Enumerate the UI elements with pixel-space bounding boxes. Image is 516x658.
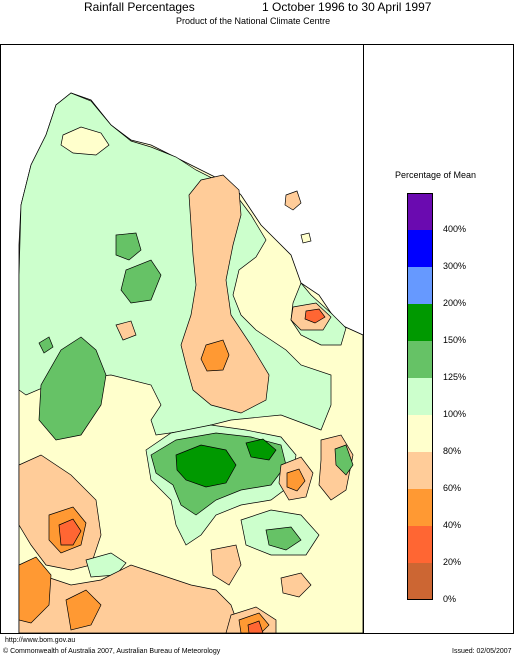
legend-panel: Percentage of Mean 400% 300% 200% 150% 125% 1…: [363, 45, 513, 633]
zone-20-40-south-east: [247, 620, 264, 633]
footer-url[interactable]: http://www.bom.gov.au: [5, 637, 76, 644]
island-tiwi: [60, 126, 110, 156]
legend-swatch: [407, 304, 433, 341]
legend-label: 200%: [443, 298, 467, 308]
zone-40-60-south-b: [210, 544, 242, 586]
legend-label: 20%: [443, 557, 462, 567]
zone-150-200-east: [245, 438, 277, 461]
legend-label: 60%: [443, 483, 462, 493]
legend-label: 100%: [443, 409, 467, 419]
zone-40-60-south-mid: [65, 589, 102, 631]
legend-swatch: [407, 489, 433, 526]
map-title: Rainfall Percentages: [84, 0, 195, 14]
map-period: 1 October 1996 to 30 April 1997: [262, 0, 432, 14]
zone-60-80-north-a: [115, 320, 137, 341]
zone-125-150-c: [38, 336, 107, 441]
footer-issued: Issued: 02/05/2007: [452, 648, 512, 655]
rainfall-map: [18, 92, 363, 633]
legend-label: 150%: [443, 335, 467, 345]
legend-label: 0%: [443, 594, 457, 604]
zone-125-150-a: [115, 232, 142, 261]
zone-125-150-d: [38, 336, 54, 354]
island-groote: [284, 190, 302, 211]
legend-swatch: [407, 230, 433, 267]
legend-swatch: [407, 563, 433, 600]
footer-copyright: © Commonwealth of Australia 2007, Austra…: [3, 648, 221, 655]
zone-100-125-east-b: [334, 444, 354, 476]
legend-swatch: [407, 452, 433, 489]
legend-swatch: [407, 341, 433, 378]
zone-125-150-b: [120, 259, 162, 304]
zone-60-80-east-d: [280, 572, 312, 598]
map-subtitle: Product of the National Climate Centre: [176, 16, 331, 26]
zone-20-40-northeast: [304, 308, 326, 324]
legend-swatch: [407, 267, 433, 304]
legend-label: 300%: [443, 261, 467, 271]
map-frame: Percentage of Mean 400% 300% 200% 150% 125% 1…: [0, 44, 514, 634]
legend-swatch: [407, 378, 433, 415]
legend-swatch: [407, 415, 433, 452]
zone-20-40-west: [58, 518, 82, 546]
legend-label: 40%: [443, 520, 462, 530]
legend-label: 125%: [443, 372, 467, 382]
zone-40-60-south-west: [18, 556, 52, 624]
legend-label: 400%: [443, 224, 467, 234]
zone-150-200-centre: [175, 444, 237, 488]
island-small-a: [300, 232, 312, 244]
map-panel: [1, 45, 364, 633]
zone-40-60-east-a: [286, 468, 306, 492]
zone-100-125-west: [85, 552, 127, 578]
legend-swatch: [407, 193, 433, 230]
legend-label: 80%: [443, 446, 462, 456]
zone-125-150-east-c: [265, 526, 302, 551]
legend-title: Percentage of Mean: [395, 170, 477, 180]
legend-swatch: [407, 526, 433, 563]
zone-40-60-central: [200, 339, 230, 372]
